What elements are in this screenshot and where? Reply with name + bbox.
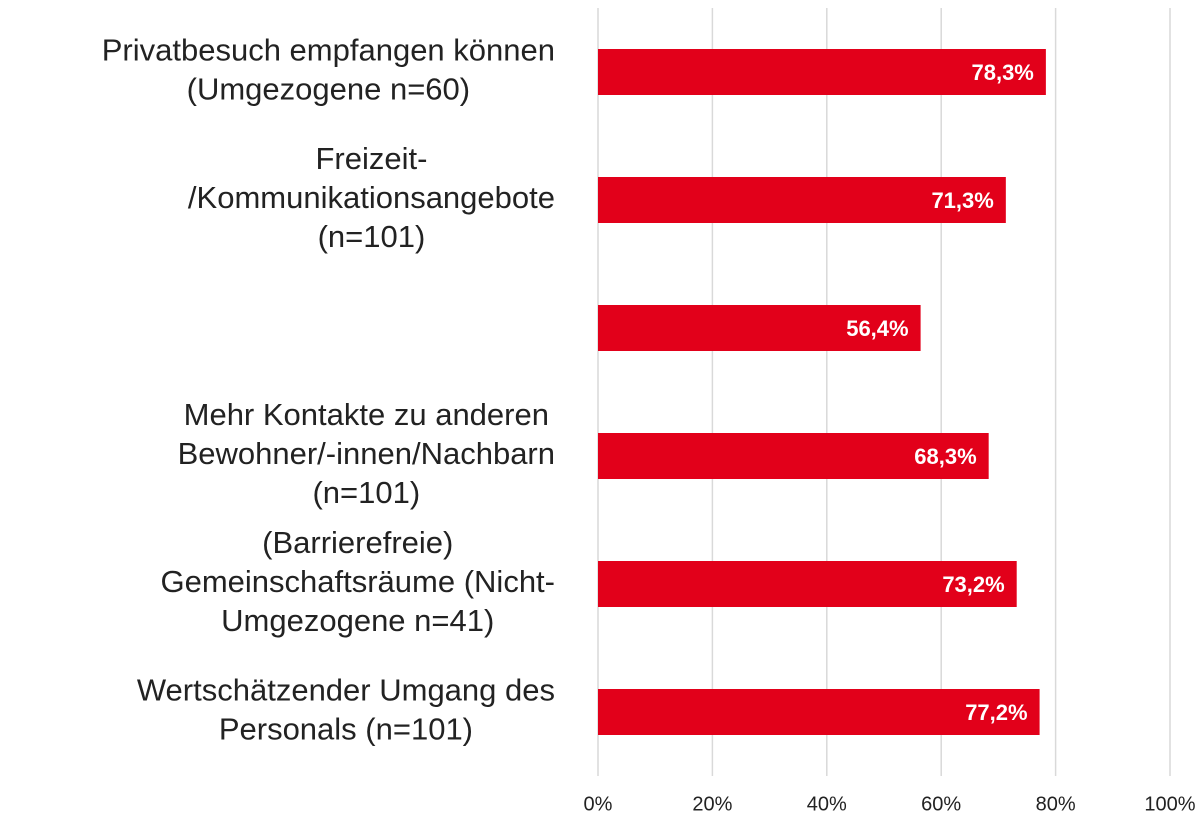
- value-label: 78,3%: [971, 60, 1033, 85]
- bar: [598, 689, 1040, 735]
- x-tick-label: 80%: [1036, 793, 1076, 814]
- category-label: (Barrierefreie): [262, 525, 453, 560]
- value-label: 73,2%: [942, 572, 1004, 597]
- value-label: 68,3%: [914, 444, 976, 469]
- category-label: Gemeinschaftsräume (Nicht-: [160, 564, 555, 599]
- category-label: Umgezogene n=41): [221, 603, 494, 638]
- x-tick-label: 40%: [807, 793, 847, 814]
- category-label: Bewohner/-innen/Nachbarn: [178, 436, 555, 471]
- x-tick-label: 60%: [921, 793, 961, 814]
- category-label: (n=101): [312, 475, 420, 510]
- value-label: 77,2%: [965, 700, 1027, 725]
- x-tick-label: 0%: [584, 793, 613, 814]
- bar: [598, 305, 921, 351]
- value-label: 71,3%: [931, 188, 993, 213]
- bar: [598, 433, 989, 479]
- category-label: Personals (n=101): [219, 712, 473, 747]
- category-label: (n=101): [318, 219, 426, 254]
- bar: [598, 561, 1017, 607]
- value-label: 56,4%: [846, 316, 908, 341]
- bar: [598, 177, 1006, 223]
- category-label: /Kommunikationsangebote: [188, 180, 555, 215]
- category-label: Mehr Kontakte zu anderen: [184, 397, 549, 432]
- category-label: Privatbesuch empfangen können: [102, 33, 555, 68]
- x-tick-label: 100%: [1144, 793, 1195, 814]
- category-label: (Umgezogene n=60): [187, 72, 470, 107]
- bar: [598, 49, 1046, 95]
- x-tick-label: 20%: [692, 793, 732, 814]
- category-label: Freizeit-: [315, 141, 427, 176]
- category-label: Wertschätzender Umgang des: [137, 673, 555, 708]
